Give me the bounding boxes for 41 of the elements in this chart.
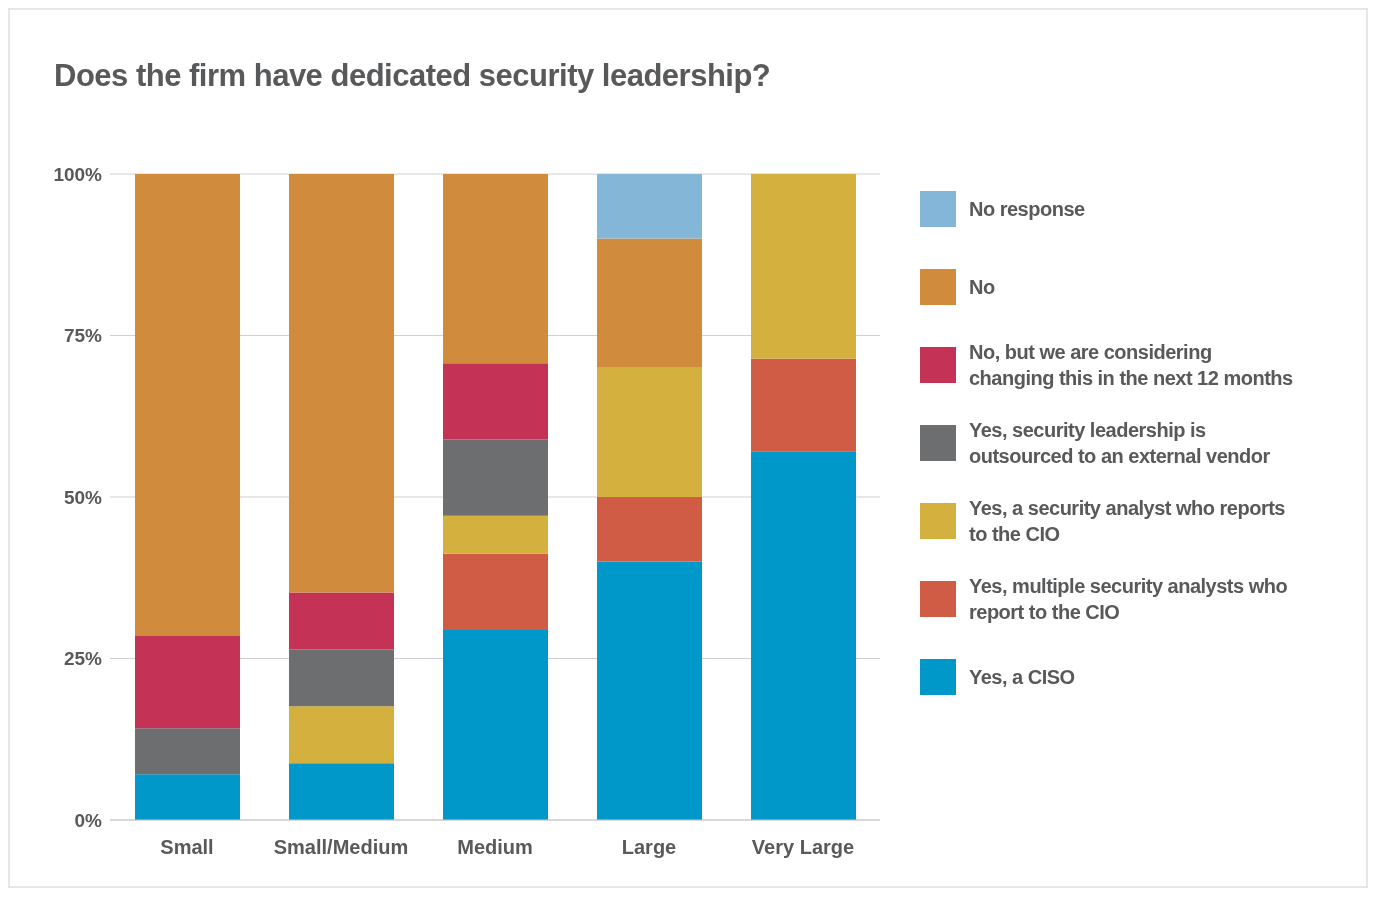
y-tick-label: 0% (74, 809, 103, 831)
x-tick-label: Large (621, 836, 677, 859)
legend-label: Yes, multiple security analysts who report to the CIO (969, 574, 1289, 625)
x-tick-label: Very Large (751, 836, 855, 859)
bar (135, 635, 240, 729)
bar (597, 174, 702, 239)
bar (597, 238, 702, 368)
chart-title: Does the firm have dedicated security leadership? (54, 58, 771, 94)
y-tick-label: 25% (63, 648, 103, 670)
bar (289, 174, 394, 593)
bar (135, 728, 240, 775)
x-tick-label: Small (160, 836, 214, 859)
bar (289, 763, 394, 820)
bar (443, 363, 548, 440)
y-tick-label: 50% (63, 486, 103, 508)
bar (289, 592, 394, 650)
bar (597, 497, 702, 562)
bar (751, 358, 856, 452)
bar (443, 515, 548, 554)
bar (443, 439, 548, 516)
bar (443, 553, 548, 631)
x-tick-label: Small/Medium (273, 836, 409, 859)
bar (135, 774, 240, 820)
bar (289, 706, 394, 764)
legend-label: No response (969, 197, 1086, 222)
legend-label: Yes, a security analyst who reports to the CIO (969, 496, 1286, 547)
legend-label: Yes, security leadership is outsourced to an external vendor (969, 418, 1271, 469)
bar (443, 174, 548, 364)
bar (597, 367, 702, 497)
bar (597, 561, 702, 820)
bar (751, 174, 856, 359)
bar (751, 451, 856, 820)
bar (289, 649, 394, 707)
y-tick-label: 75% (63, 325, 103, 347)
bar (135, 174, 240, 636)
bar (443, 630, 548, 820)
legend-label: Yes, a CISO (969, 665, 1076, 690)
legend-label: No (969, 275, 996, 300)
y-tick-label: 100% (53, 163, 103, 185)
legend-label: No, but we are considering changing this in the next 12 months (969, 340, 1294, 391)
x-tick-label: Medium (457, 836, 533, 859)
